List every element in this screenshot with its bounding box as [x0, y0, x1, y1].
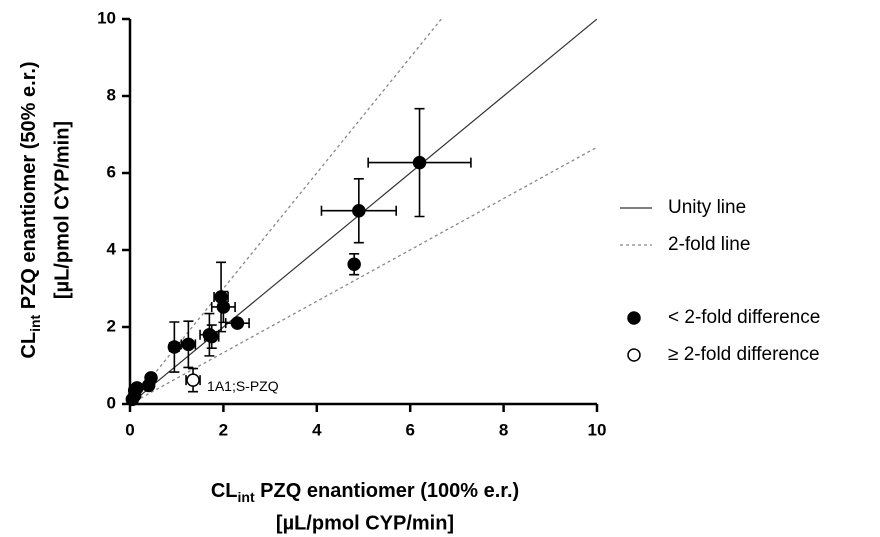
y-tick-label: 8 [107, 85, 116, 104]
x-tick-label: 6 [405, 420, 414, 439]
x-label-main: CL [211, 480, 238, 502]
y-tick-label: 6 [107, 162, 116, 181]
legend-label: 2-fold line [668, 234, 750, 255]
x-tick-label: 8 [499, 420, 508, 439]
x-label-rest: PZQ enantiomer (100% e.r.) [255, 480, 520, 502]
point [127, 388, 142, 403]
reference-line [130, 19, 443, 404]
x-tick-label: 0 [125, 420, 134, 439]
point-label: 1A1;S-PZQ [207, 378, 279, 394]
point [204, 329, 219, 344]
x-tick-label: 4 [312, 420, 322, 439]
reference-line [130, 146, 597, 404]
x-label-sub: int [238, 489, 255, 505]
point [347, 257, 361, 271]
y-tick-label: 10 [97, 8, 116, 27]
point [167, 340, 182, 354]
y-label-rest: PZQ enantiomer (50% e.r.) [18, 61, 40, 314]
point [352, 203, 366, 218]
x-tick-label: 2 [219, 420, 228, 439]
point [186, 373, 200, 387]
legend-marker [627, 311, 641, 325]
y-tick-label: 2 [107, 316, 116, 335]
point [216, 300, 231, 314]
y-label-main: CL [18, 332, 40, 359]
point [141, 378, 156, 393]
legend-label: ≥ 2-fold difference [668, 344, 820, 365]
point [181, 337, 196, 352]
y-tick-label: 0 [107, 393, 116, 412]
x-axis-label: CLint PZQ enantiomer (100% e.r.) [211, 480, 519, 504]
legend-marker [627, 348, 641, 362]
legend-label: Unity line [668, 197, 746, 218]
x-tick-label: 10 [588, 420, 607, 439]
x-axis-label-line2: [µL/pmol CYP/min] [276, 512, 454, 534]
y-axis-label: CLint PZQ enantiomer (50% e.r.) [18, 61, 42, 358]
y-label-sub: int [27, 314, 43, 331]
point [412, 155, 427, 170]
legend-label: < 2-fold difference [668, 307, 820, 328]
y-tick-label: 4 [107, 239, 117, 258]
y-axis-label-line2: [µL/pmol CYP/min] [51, 121, 73, 299]
point [230, 316, 245, 330]
